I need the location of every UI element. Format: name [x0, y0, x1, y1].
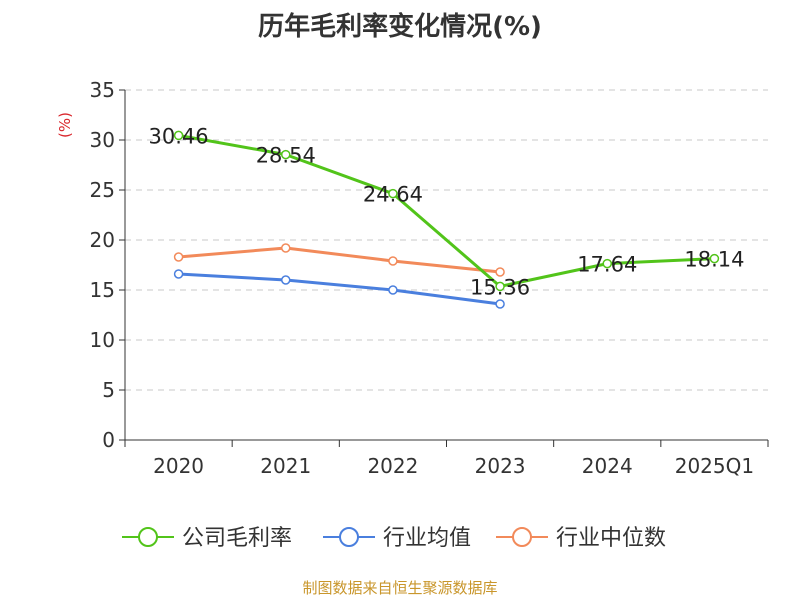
x-tick-label: 2025Q1 — [675, 454, 754, 478]
data-point — [495, 299, 505, 309]
data-point — [709, 253, 720, 264]
series-line — [178, 246, 501, 274]
data-point — [388, 256, 398, 266]
data-point — [173, 269, 184, 279]
data-label: 28.54 — [256, 144, 316, 168]
legend-label: 公司毛利率 — [182, 526, 292, 551]
legend-marker — [339, 527, 359, 547]
x-tick-label: 2023 — [475, 454, 526, 478]
data-point — [495, 267, 505, 277]
data-label: 24.64 — [363, 183, 423, 207]
y-tick-label: 35 — [90, 78, 115, 102]
data-point — [173, 130, 184, 141]
data-point — [388, 285, 398, 295]
data-point — [602, 258, 612, 269]
data-point — [281, 243, 291, 253]
x-tick-label: 2020 — [153, 454, 204, 478]
y-tick-label: 20 — [90, 228, 115, 252]
data-label: 15.36 — [470, 275, 530, 299]
y-tick-label: 0 — [102, 428, 115, 452]
data-point — [173, 252, 184, 262]
legend-label: 行业均值 — [383, 526, 471, 551]
source-footer: 制图数据来自恒生聚源数据库 — [302, 579, 498, 597]
y-tick-label: 30 — [90, 128, 115, 152]
data-label: 30.46 — [149, 124, 209, 148]
x-tick-label: 2021 — [260, 454, 311, 478]
axes: 0 5 10 15 20 25 30 35 2020 2021 2022 2023 2024 2025Q1… — [56, 78, 769, 478]
data-point — [281, 149, 291, 160]
legend-marker — [512, 527, 532, 547]
series-lines — [173, 130, 720, 309]
legend-marker — [138, 527, 158, 547]
series-line — [178, 272, 501, 306]
y-tick-label: 15 — [90, 278, 115, 302]
series-line — [178, 133, 715, 288]
legend-label: 行业中位数 — [556, 526, 666, 551]
y-tick-label: 5 — [102, 378, 115, 402]
data-label: 17.64 — [577, 253, 637, 277]
x-tick-label: 2024 — [582, 454, 633, 478]
chart-title: 历年毛利率变化情况(%) — [258, 12, 542, 42]
y-tick-label: 10 — [90, 328, 115, 352]
y-tick-label: 25 — [90, 178, 115, 202]
data-point — [281, 275, 291, 285]
data-labels: 30.46 28.54 24.64 15.36 17.64 18.14 — [149, 124, 745, 299]
data-label: 18.14 — [684, 248, 744, 272]
data-point — [495, 281, 505, 292]
y-axis-label: (%) — [56, 112, 74, 138]
x-tick-label: 2022 — [367, 454, 418, 478]
legend: 公司毛利率 行业均值 行业中位数 — [122, 526, 666, 551]
data-point — [388, 188, 398, 199]
